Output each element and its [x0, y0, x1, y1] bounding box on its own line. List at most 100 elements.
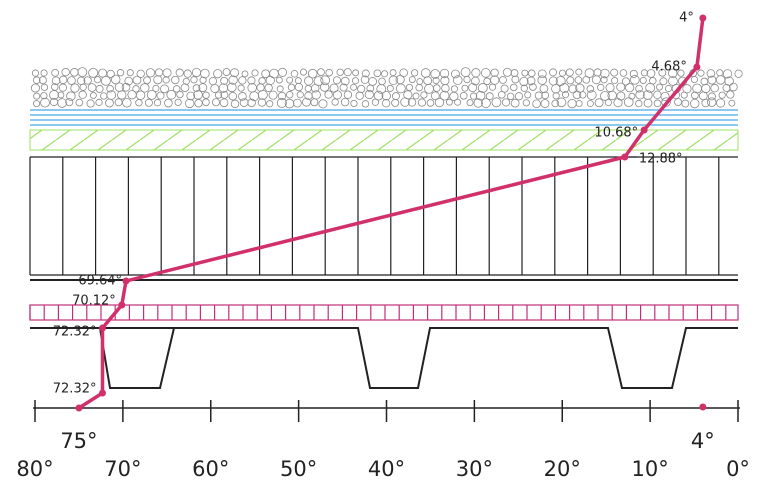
point: [640, 126, 648, 134]
pebble: [67, 76, 76, 85]
pebble: [432, 76, 440, 84]
pebble: [290, 69, 299, 78]
pebble: [463, 75, 471, 84]
pebble: [352, 69, 360, 77]
pebble: [471, 68, 481, 78]
pebble: [350, 99, 358, 108]
pebble: [450, 85, 459, 93]
pebble: [156, 91, 165, 100]
pebble: [572, 90, 582, 100]
pebble: [371, 98, 380, 106]
pebble: [287, 83, 296, 91]
pebble: [710, 83, 719, 93]
pebble: [653, 90, 662, 99]
pebble: [276, 97, 287, 108]
pebble: [499, 76, 507, 84]
pebble: [586, 90, 597, 100]
pebble: [558, 69, 567, 77]
pebble: [40, 83, 49, 91]
pebble: [57, 91, 65, 99]
pebble: [268, 90, 278, 100]
pebble: [350, 83, 358, 91]
pebble: [304, 76, 314, 86]
pebble: [566, 76, 575, 85]
pebble: [114, 98, 123, 107]
pebble: [83, 76, 92, 85]
point: [118, 301, 126, 309]
pebble: [57, 98, 67, 108]
pebble: [214, 91, 223, 99]
pebble: [502, 67, 512, 77]
pebble: [200, 68, 210, 79]
pebble: [299, 68, 308, 76]
x-tick-label: 30°: [456, 457, 493, 481]
pebble: [629, 69, 638, 78]
pebble: [378, 77, 386, 86]
pebble: [140, 83, 150, 93]
pebble: [551, 84, 561, 94]
pebble: [579, 91, 587, 99]
pebble: [468, 83, 478, 93]
pebble: [722, 83, 731, 92]
pebble: [635, 99, 643, 108]
pebble: [389, 69, 397, 77]
pebble: [706, 69, 716, 78]
pebble: [79, 83, 87, 91]
pebble: [471, 76, 480, 86]
data-label: 70.12°: [72, 294, 116, 309]
pebble: [405, 83, 414, 92]
pebble: [611, 76, 619, 85]
pebble: [143, 76, 151, 85]
pebble: [132, 75, 142, 85]
x-tick-label: 10°: [632, 457, 669, 481]
pebble: [575, 100, 583, 108]
pebble: [40, 92, 48, 100]
pebble: [441, 84, 450, 93]
pebble: [310, 83, 320, 93]
pebble: [510, 69, 519, 77]
pebble: [386, 84, 394, 92]
pebble: [522, 99, 530, 107]
pebble: [645, 82, 656, 93]
pebble: [591, 75, 601, 85]
plot: 4° 4.68° 10.68°12.88° 69.64° 70.12° 72.32° 72.…: [53, 11, 715, 454]
pebble: [559, 83, 570, 93]
pebble: [144, 98, 153, 107]
pebble: [368, 77, 377, 86]
pebble: [707, 92, 716, 101]
point: [75, 404, 83, 412]
pebble: [185, 98, 195, 109]
pebble: [613, 98, 623, 108]
pebble: [127, 90, 137, 100]
pebble: [426, 99, 435, 107]
pebble: [391, 98, 400, 107]
pebble: [257, 89, 268, 100]
pebble: [506, 92, 515, 101]
pebble: [343, 68, 352, 77]
pebble: [610, 68, 619, 77]
pebble: [415, 83, 423, 92]
pebble: [388, 75, 399, 86]
pebble: [639, 76, 647, 84]
wall-layers: [29, 67, 743, 389]
pebble: [95, 84, 104, 93]
pebble: [228, 91, 238, 101]
pebble: [202, 91, 210, 99]
x-tick-label: 50°: [280, 457, 317, 481]
pebble: [659, 77, 668, 86]
pebble: [307, 68, 318, 79]
pebble: [264, 83, 273, 92]
pebble: [162, 68, 172, 78]
pebble: [175, 68, 184, 77]
pebble: [124, 76, 134, 86]
pebble: [653, 99, 662, 108]
pebble: [106, 69, 115, 79]
pebble: [556, 97, 567, 108]
pebble: [619, 69, 628, 77]
pebble: [604, 98, 612, 107]
pebble: [208, 76, 218, 86]
pebble: [466, 99, 474, 107]
pebble: [700, 77, 709, 86]
point: [98, 324, 106, 332]
pebble: [95, 98, 103, 106]
